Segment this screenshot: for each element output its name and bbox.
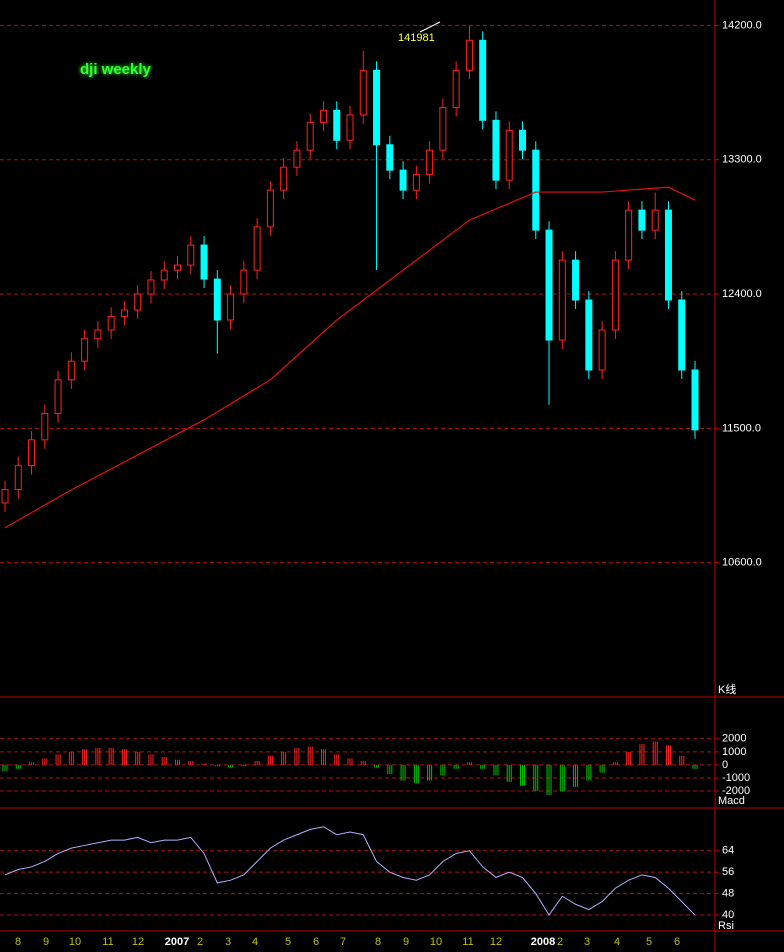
candle-body [28,439,36,467]
candle-body [227,293,235,321]
x-tick-label: 2 [557,936,563,948]
y-tick-label: 10600.0 [722,557,762,569]
x-tick-label: 11 [102,936,113,948]
candle-body [638,209,646,231]
candle-body [598,329,606,371]
y-tick-label: 48 [722,887,734,899]
candle-body [465,39,473,71]
x-tick-label: 10 [69,936,81,948]
candle-body [479,39,487,121]
candle-body [280,166,288,191]
candle-body [492,119,500,181]
x-tick-label: 8 [15,936,21,948]
moving-average [4,186,696,529]
x-tick-label: 7 [340,936,346,948]
candle-body [359,69,367,116]
panel-label: K线 [718,682,736,696]
candle-body [213,278,221,321]
x-tick-label: 6 [313,936,319,948]
candle-body [452,69,460,108]
x-tick-label: 12 [132,936,144,948]
candle-body [412,174,420,191]
candle-body [240,269,248,295]
candle-body [187,244,195,266]
candle-body [545,229,553,341]
candle-body [41,412,49,441]
x-tick-label: 3 [584,936,590,948]
candle-body [174,264,181,271]
candle-body [505,129,513,181]
candle-body [134,293,142,311]
candle-body [319,109,327,123]
candle-body [399,169,407,191]
candle-body [253,226,261,271]
y-tick-label: 56 [722,866,734,878]
y-tick-label: 0 [722,759,728,771]
candle-body [386,144,394,171]
y-tick-label: 12400.0 [722,288,762,300]
candle-body [67,360,75,381]
panel-label: Rsi [718,920,734,932]
candle-body [333,109,341,141]
candle-body [120,309,128,317]
candle-body [585,299,593,371]
candle-body [346,114,354,141]
y-tick-label: 40 [722,909,734,921]
candle-body [532,149,540,231]
candle-body [54,379,62,414]
candle-body [200,244,208,280]
x-tick-label: 11 [462,936,473,948]
x-tick-label: 12 [490,936,502,948]
candle-body [519,129,526,151]
candle-body [558,259,566,341]
y-tick-label: 1000 [722,746,746,758]
candle-body [651,209,659,231]
x-tick-label: 9 [403,936,409,948]
y-tick-label: 13300.0 [722,154,762,166]
candle-body [691,369,699,431]
candle-body [147,279,155,295]
candle-body [160,269,168,281]
x-tick-label: 4 [614,936,620,948]
y-tick-label: 14200.0 [722,19,762,31]
x-tick-label: 10 [430,936,442,948]
y-tick-label: -1000 [722,772,750,784]
x-tick-label: 2007 [165,936,189,948]
y-tick-label: 2000 [722,733,746,745]
rsi-line [4,826,696,916]
peak-label: 141981 [398,32,435,44]
candle-body [664,209,672,301]
x-tick-label: 2 [197,936,203,948]
candle-body [426,149,434,176]
y-tick-label: -2000 [722,785,750,797]
candle-body [81,338,89,362]
candle-body [14,465,22,491]
candle-body [94,329,102,340]
x-tick-label: 2008 [531,936,555,948]
candle-body [293,149,301,168]
chart-title: dji weekly [80,61,152,78]
panel-label: Macd [718,795,745,807]
y-tick-label: 11500.0 [722,422,761,434]
x-tick-label: 3 [225,936,231,948]
candle-body [439,106,447,151]
candle-body [1,489,9,504]
candle-body [373,69,381,146]
candle-body [266,189,274,228]
peak-pointer [419,21,441,33]
x-tick-label: 5 [646,936,652,948]
candle-body [678,299,686,371]
candle-body [306,121,314,151]
x-tick-label: 9 [43,936,49,948]
candle-body [625,209,633,261]
candle-body [611,259,619,331]
y-tick-label: 64 [722,845,734,857]
x-tick-label: 8 [375,936,381,948]
x-tick-label: 4 [252,936,258,948]
candle-body [572,259,580,301]
candle-body [107,315,115,331]
x-tick-label: 6 [674,936,680,948]
x-tick-label: 5 [285,936,291,948]
